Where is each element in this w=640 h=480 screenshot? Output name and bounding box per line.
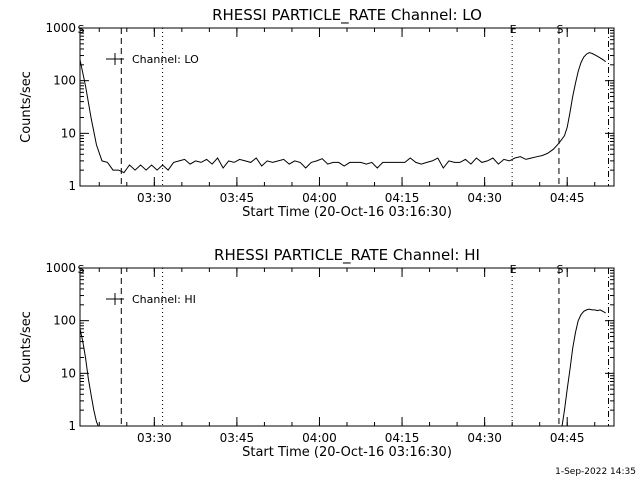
plot-frame — [79, 267, 615, 427]
plot-frame — [79, 27, 615, 187]
chart-panel-hi: RHESSI PARTICLE_RATE Channel: HI 1 10 100 10… — [19, 246, 615, 460]
x-tick-label: 03:45 — [220, 191, 255, 205]
x-tick-label: 04:15 — [385, 191, 420, 205]
y-tick-label: 1 — [68, 419, 76, 433]
x-tick-label: 04:00 — [302, 431, 337, 445]
x-tick-label: 04:15 — [385, 431, 420, 445]
x-tick-label: 04:00 — [302, 191, 337, 205]
x-tick-label: 03:30 — [137, 431, 172, 445]
time-marker-label: E — [510, 23, 517, 36]
y-tick-label: 100 — [53, 74, 76, 88]
legend-label: Channel: LO — [132, 53, 199, 66]
time-marker-label: S — [556, 23, 563, 36]
series-line — [80, 52, 606, 174]
time-marker-label: S — [78, 23, 85, 36]
y-tick-label: 10 — [61, 366, 76, 380]
chart-title: RHESSI PARTICLE_RATE Channel: HI — [214, 246, 480, 265]
chart-panel-lo: RHESSI PARTICLE_RATE Channel: LO 1 10 100 10… — [19, 6, 615, 220]
y-tick-label: 1000 — [45, 261, 76, 275]
x-tick-label: 03:45 — [220, 431, 255, 445]
x-tick-label: 04:45 — [550, 431, 585, 445]
x-tick-label: 04:30 — [467, 191, 502, 205]
y-tick-label: 100 — [53, 314, 76, 328]
time-marker-label: S — [556, 263, 563, 276]
y-tick-label: 1 — [68, 179, 76, 193]
x-tick-label: 03:30 — [137, 191, 172, 205]
x-axis-label: Start Time (20-Oct-16 03:16:30) — [242, 445, 452, 460]
y-tick-label: 1000 — [45, 21, 76, 35]
time-marker-label: E — [510, 263, 517, 276]
x-tick-label: 04:45 — [550, 191, 585, 205]
y-axis-label: Counts/sec — [19, 311, 34, 383]
footer-stamp: 1-Sep-2022 14:35 — [555, 467, 636, 477]
legend-label: Channel: HI — [132, 293, 196, 306]
y-axis-label: Counts/sec — [19, 71, 34, 143]
time-marker-label: S — [78, 263, 85, 276]
x-axis-label: Start Time (20-Oct-16 03:16:30) — [242, 205, 452, 220]
chart-title: RHESSI PARTICLE_RATE Channel: LO — [212, 6, 482, 25]
series-line — [80, 308, 606, 426]
y-tick-label: 10 — [61, 126, 76, 140]
x-tick-label: 04:30 — [467, 431, 502, 445]
